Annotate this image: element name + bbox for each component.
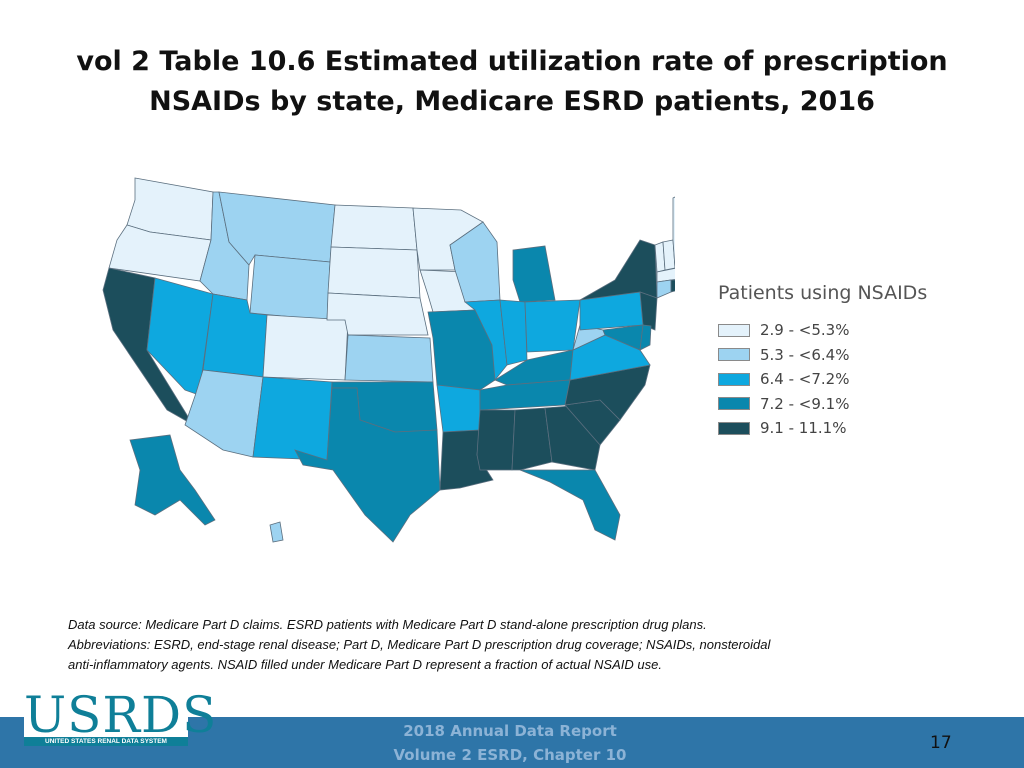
legend-label: 7.2 - <9.1% xyxy=(760,394,850,413)
state-ct[interactable] xyxy=(656,279,672,299)
state-oh[interactable] xyxy=(524,299,581,353)
usrds-logo: USRDS UNITED STATES RENAL DATA SYSTEM xyxy=(24,686,216,746)
legend-swatch xyxy=(718,421,750,435)
state-sd[interactable] xyxy=(327,246,421,299)
title-line-2: NSAIDs by state, Medicare ESRD patients,… xyxy=(149,86,875,117)
page-number: 17 xyxy=(930,733,952,753)
legend-swatch xyxy=(718,372,750,386)
state-me[interactable] xyxy=(672,192,675,269)
footer-line-1: 2018 Annual Data Report xyxy=(403,722,617,740)
legend-item: 7.2 - <9.1% xyxy=(718,392,998,417)
us-choropleth-map xyxy=(102,177,675,543)
notes-line-3: anti-inflammatory agents. NSAID filled u… xyxy=(68,657,662,672)
state-wy[interactable] xyxy=(249,254,331,321)
map-legend: Patients using NSAIDs 2.9 - <5.3% 5.3 - … xyxy=(718,282,998,441)
state-ak[interactable] xyxy=(129,434,216,526)
state-nm[interactable] xyxy=(252,376,333,461)
logo-text: USRDS xyxy=(24,686,218,744)
legend-swatch xyxy=(718,397,750,411)
legend-swatch xyxy=(718,323,750,337)
footer-report-label: 2018 Annual Data Report Volume 2 ESRD, C… xyxy=(385,719,635,767)
notes-line-1: Data source: Medicare Part D claims. ESR… xyxy=(68,617,707,632)
footer-line-2: Volume 2 ESRD, Chapter 10 xyxy=(393,746,627,764)
state-ms[interactable] xyxy=(476,409,516,471)
legend-label: 5.3 - <6.4% xyxy=(760,345,850,364)
state-mi[interactable] xyxy=(512,245,556,303)
state-nd[interactable] xyxy=(330,204,418,251)
state-ar[interactable] xyxy=(436,384,481,433)
logo-subtitle: UNITED STATES RENAL DATA SYSTEM xyxy=(24,737,188,746)
title-line-1: vol 2 Table 10.6 Estimated utilization r… xyxy=(76,46,948,77)
legend-item: 6.4 - <7.2% xyxy=(718,367,998,392)
state-fl[interactable] xyxy=(519,469,621,541)
legend-swatch xyxy=(718,348,750,362)
legend-label: 2.9 - <5.3% xyxy=(760,321,850,340)
state-tn[interactable] xyxy=(479,379,571,411)
legend-item: 5.3 - <6.4% xyxy=(718,343,998,368)
state-ma[interactable] xyxy=(656,267,675,283)
state-hi[interactable] xyxy=(269,521,284,543)
state-co[interactable] xyxy=(262,314,349,381)
state-nv[interactable] xyxy=(146,277,214,396)
data-source-notes: Data source: Medicare Part D claims. ESR… xyxy=(68,615,948,675)
state-de[interactable] xyxy=(639,324,652,351)
state-ri[interactable] xyxy=(670,279,675,293)
legend-label: 9.1 - 11.1% xyxy=(760,419,847,438)
legend-item: 9.1 - 11.1% xyxy=(718,416,998,441)
state-nj[interactable] xyxy=(639,291,658,331)
state-al[interactable] xyxy=(511,407,553,471)
legend-item: 2.9 - <5.3% xyxy=(718,318,998,343)
notes-line-2: Abbreviations: ESRD, end-stage renal dis… xyxy=(68,637,771,652)
state-nh[interactable] xyxy=(662,239,675,271)
state-tx[interactable] xyxy=(294,387,441,543)
state-ny[interactable] xyxy=(579,239,658,301)
legend-title: Patients using NSAIDs xyxy=(718,282,928,304)
state-ks[interactable] xyxy=(344,334,434,383)
legend-label: 6.4 - <7.2% xyxy=(760,370,850,389)
page-title: vol 2 Table 10.6 Estimated utilization r… xyxy=(60,42,964,122)
